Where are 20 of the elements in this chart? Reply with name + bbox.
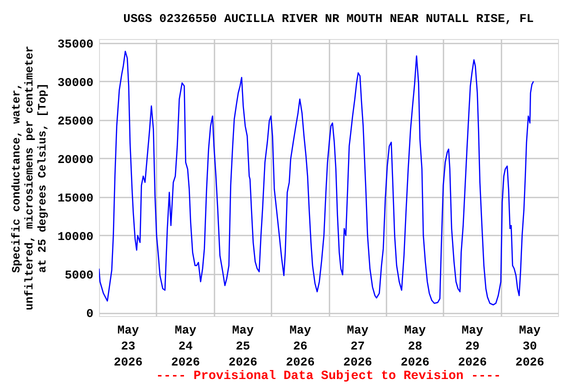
- y-tick-label: 0: [86, 307, 94, 322]
- line-series: [99, 50, 534, 306]
- y-tick-label: 25000: [57, 114, 94, 128]
- x-tick-label: May 30 2026: [515, 324, 544, 370]
- y-tick-label: 20000: [57, 152, 94, 167]
- x-tick-label: May 27 2026: [343, 324, 372, 370]
- y-tick-label: 15000: [57, 191, 94, 206]
- y-axis-title: Specific conductance, water, unfiltered, microsiemens per centimeter at 25 degrees Celsius, [Top]: [10, 46, 50, 310]
- x-tick-label: May 23 2026: [114, 324, 143, 370]
- x-tick-label: May 26 2026: [286, 324, 315, 370]
- y-tick-label: 5000: [64, 268, 94, 283]
- x-tick-label: May 24 2026: [171, 324, 200, 370]
- y-tick-label: 35000: [57, 37, 94, 52]
- chart-title: USGS 02326550 AUCILLA RIVER NR MOUTH NEAR NUTALL RISE, FL: [123, 12, 534, 26]
- x-tick-label: May 29 2026: [458, 324, 487, 370]
- x-tick-label: May 28 2026: [400, 324, 430, 370]
- y-tick-label: 10000: [57, 230, 94, 244]
- x-tick-label: May 25 2026: [228, 324, 258, 370]
- text: ---- Provisional Data Subject to Revision ----: [156, 369, 502, 383]
- y-tick-label: 30000: [57, 76, 94, 90]
